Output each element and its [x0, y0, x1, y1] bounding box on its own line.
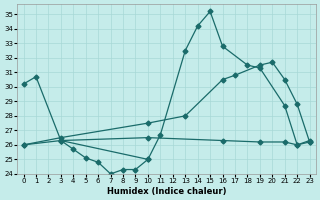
X-axis label: Humidex (Indice chaleur): Humidex (Indice chaleur) — [107, 187, 226, 196]
